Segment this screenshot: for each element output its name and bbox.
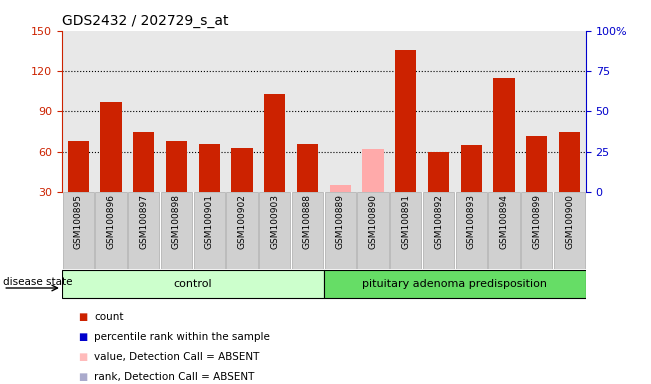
FancyBboxPatch shape — [95, 192, 127, 269]
Bar — [199, 144, 220, 192]
Text: pituitary adenoma predisposition: pituitary adenoma predisposition — [363, 278, 547, 288]
FancyBboxPatch shape — [128, 192, 159, 269]
FancyBboxPatch shape — [554, 192, 585, 269]
FancyBboxPatch shape — [193, 192, 225, 269]
Text: count: count — [94, 312, 124, 322]
FancyBboxPatch shape — [62, 192, 94, 269]
Bar — [329, 185, 351, 192]
Text: GSM100892: GSM100892 — [434, 194, 443, 249]
Text: percentile rank within the sample: percentile rank within the sample — [94, 332, 270, 342]
Text: GSM100889: GSM100889 — [336, 194, 345, 249]
FancyBboxPatch shape — [456, 192, 487, 269]
FancyBboxPatch shape — [422, 192, 454, 269]
Text: ■: ■ — [78, 332, 87, 342]
Text: GSM100893: GSM100893 — [467, 194, 476, 249]
FancyBboxPatch shape — [62, 270, 324, 298]
Text: GSM100895: GSM100895 — [74, 194, 83, 249]
Text: GSM100891: GSM100891 — [401, 194, 410, 249]
Bar — [461, 145, 482, 192]
Text: GSM100900: GSM100900 — [565, 194, 574, 249]
Bar — [493, 78, 515, 192]
FancyBboxPatch shape — [521, 192, 553, 269]
Text: GSM100899: GSM100899 — [533, 194, 541, 249]
FancyBboxPatch shape — [292, 192, 323, 269]
Text: ■: ■ — [78, 312, 87, 322]
Text: GSM100894: GSM100894 — [499, 194, 508, 249]
Text: control: control — [174, 278, 212, 288]
Text: GSM100902: GSM100902 — [238, 194, 247, 249]
Text: rank, Detection Call = ABSENT: rank, Detection Call = ABSENT — [94, 372, 255, 382]
Bar — [297, 144, 318, 192]
Text: value, Detection Call = ABSENT: value, Detection Call = ABSENT — [94, 352, 260, 362]
Text: ■: ■ — [78, 352, 87, 362]
FancyBboxPatch shape — [325, 192, 356, 269]
Text: GSM100898: GSM100898 — [172, 194, 181, 249]
Bar — [559, 131, 580, 192]
Bar — [100, 102, 122, 192]
Text: GSM100888: GSM100888 — [303, 194, 312, 249]
Bar — [264, 94, 285, 192]
Text: GSM100897: GSM100897 — [139, 194, 148, 249]
Bar — [526, 136, 547, 192]
FancyBboxPatch shape — [390, 192, 421, 269]
Bar — [68, 141, 89, 192]
FancyBboxPatch shape — [227, 192, 258, 269]
FancyBboxPatch shape — [357, 192, 389, 269]
Bar — [133, 131, 154, 192]
Bar — [166, 141, 187, 192]
FancyBboxPatch shape — [488, 192, 519, 269]
FancyBboxPatch shape — [259, 192, 290, 269]
Text: ■: ■ — [78, 372, 87, 382]
Text: GSM100890: GSM100890 — [368, 194, 378, 249]
Text: disease state: disease state — [3, 277, 73, 287]
Bar — [363, 149, 383, 192]
Text: GSM100901: GSM100901 — [204, 194, 214, 249]
Text: GDS2432 / 202729_s_at: GDS2432 / 202729_s_at — [62, 14, 229, 28]
Bar — [428, 152, 449, 192]
Text: GSM100903: GSM100903 — [270, 194, 279, 249]
Bar — [395, 50, 417, 192]
Bar — [231, 148, 253, 192]
Text: GSM100896: GSM100896 — [107, 194, 115, 249]
FancyBboxPatch shape — [161, 192, 192, 269]
FancyBboxPatch shape — [324, 270, 586, 298]
